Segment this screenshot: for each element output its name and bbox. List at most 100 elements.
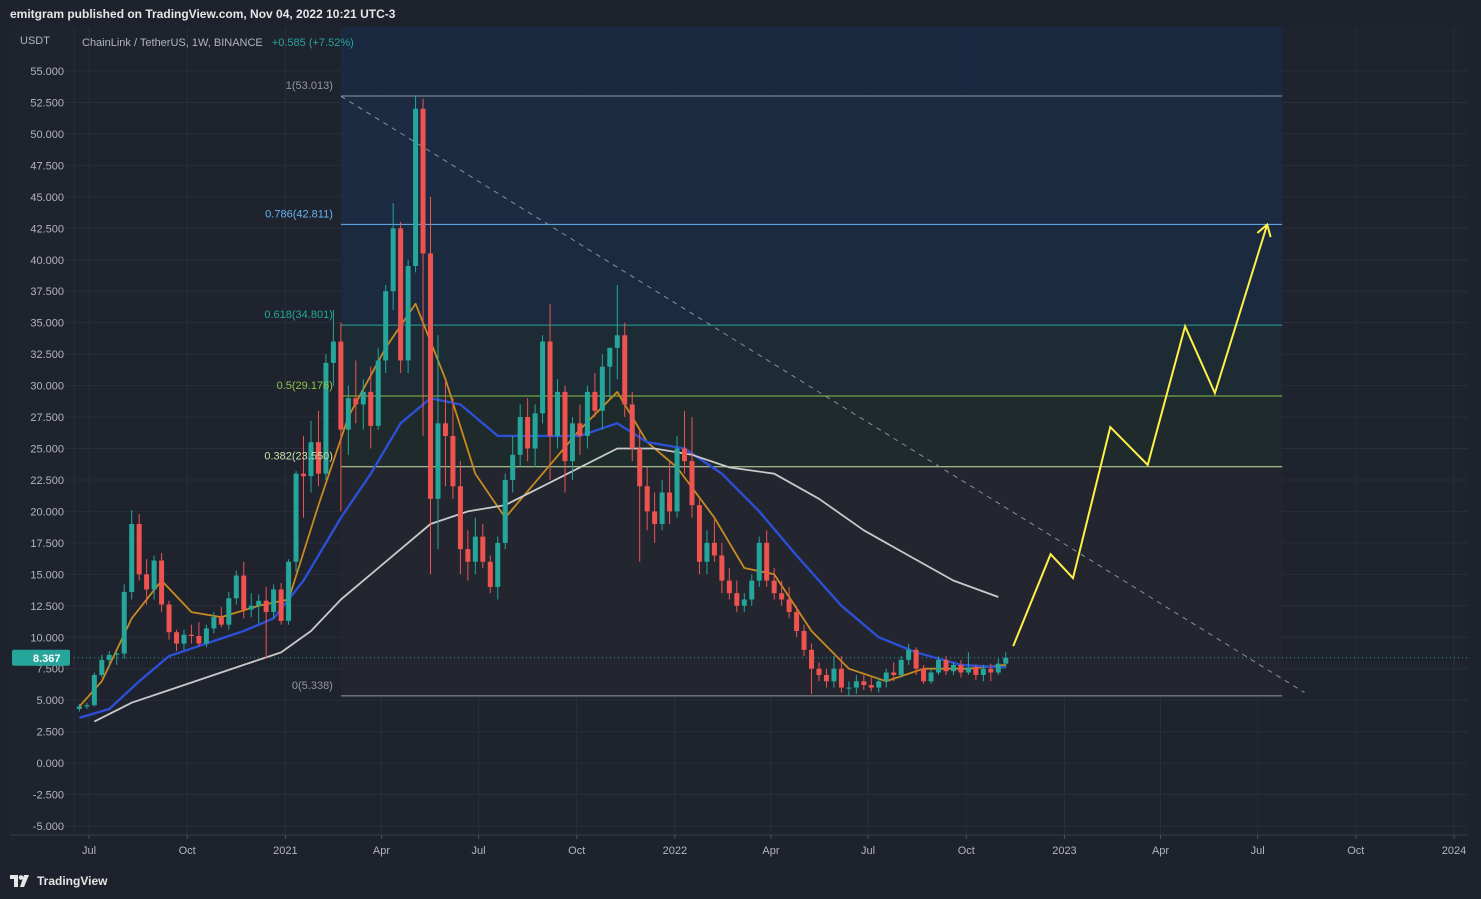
x-tick-label: Oct [1347,845,1364,857]
candle-body [958,664,964,673]
y-tick-label: 0.000 [36,758,64,770]
fib-level-label: 1(53.013) [286,80,333,92]
candle-body [233,575,239,599]
candle-body [263,600,269,613]
candle-body [719,555,725,581]
candle-body [816,668,822,675]
y-tick-label: 42.500 [30,223,64,235]
candle-body [809,649,815,669]
x-tick-label: Oct [179,845,196,857]
y-tick-label: 32.500 [30,349,64,361]
candle-body [868,685,874,688]
candle-body [794,612,800,631]
candle-body [569,423,575,462]
fib-zone [340,325,1283,396]
y-tick-label: 52.500 [30,97,64,109]
candle-body [637,448,643,487]
x-tick-label: Apr [1152,845,1169,857]
projection-line [1012,224,1269,647]
candle-body [674,448,680,512]
candle-body [495,542,501,587]
candles [76,96,1009,712]
candle-body [995,663,1001,673]
y-tick-label: 47.500 [30,160,64,172]
candle-body [704,542,710,562]
candle-body [271,589,277,613]
x-tick-label: 2021 [273,845,297,857]
candle-body [853,681,859,688]
y-tick-label: -5.000 [33,821,64,833]
candle-body [764,542,770,581]
x-tick-label: Jul [82,845,96,857]
candle-body [734,593,740,606]
candle-body [689,461,695,506]
candle-body [726,580,732,594]
candle-body [607,347,613,367]
candle-body [943,659,949,672]
last-price-badge-bg [12,649,70,666]
candle-body [906,649,912,660]
tradingview-logo[interactable]: TradingView [10,874,107,888]
candle-body [203,628,209,644]
x-tick-label: Jul [472,845,486,857]
candle-body [174,632,180,644]
candle-body [876,681,882,688]
candle-body [375,360,381,426]
fib-labels: 1(53.013) 0.786(42.811) 0.618(34.801) 0.5(2… [264,80,333,692]
candle-body [831,668,837,682]
candle-body [988,668,994,673]
y-tick-label: 10.000 [30,632,64,644]
candle-body [323,362,329,474]
candle-body [532,413,538,449]
candle-body [898,659,904,675]
projection-arrowhead [1256,222,1272,238]
candle-body [99,659,105,675]
candle-body [614,335,620,348]
y-tick-label: 17.500 [30,538,64,550]
fib-zone [340,395,1283,467]
candle-body [84,705,90,707]
candle-body [76,706,82,709]
candle-body [980,668,986,675]
y-tick-label: 40.000 [30,255,64,267]
candle-body [226,598,232,625]
bottom-bar: TradingView [0,866,1481,899]
candle-body [696,505,702,562]
x-tick-label: 2024 [1442,845,1466,857]
candle-body [136,524,142,575]
fib-level-label: 0.618(34.801) [264,309,333,321]
candle-body [891,672,897,675]
x-axis: Jul Oct 2021 Apr Jul Oct 2022 Apr Jul Oct 2023 Apr J… [10,834,1468,857]
candle-body [711,542,717,556]
candle-body [151,560,157,590]
fib-level-label: 0.786(42.811) [265,208,333,220]
tradingview-brand: TradingView [37,874,108,888]
y-tick-label: 35.000 [30,318,64,330]
candle-body [936,659,942,673]
x-tick-label: 2023 [1052,845,1076,857]
y-tick-label: 22.500 [30,475,64,487]
candle-body [883,672,889,682]
symbol-legend[interactable]: ChainLink / TetherUS, 1W, BINANCE +0.585… [82,37,354,49]
candle-body [555,391,561,436]
candle-body [667,492,673,512]
last-price-badge: 8.367 [12,649,70,666]
candle-body [256,600,262,606]
candle-body [91,675,97,706]
candle-body [861,681,867,686]
candle-body [756,542,762,581]
x-tick-label: Jul [1251,845,1265,857]
candle-body [502,479,508,543]
candle-body [390,228,396,292]
candle-body [584,391,590,436]
currency-label: USDT [20,35,50,47]
candle-body [517,417,523,455]
last-price-value: 8.367 [33,653,61,665]
trendline [340,95,1305,694]
y-tick-label: 30.000 [30,381,64,393]
candle-body [562,391,568,462]
candle-body [301,473,307,477]
candle-body [450,435,456,487]
candle-body [480,536,486,562]
